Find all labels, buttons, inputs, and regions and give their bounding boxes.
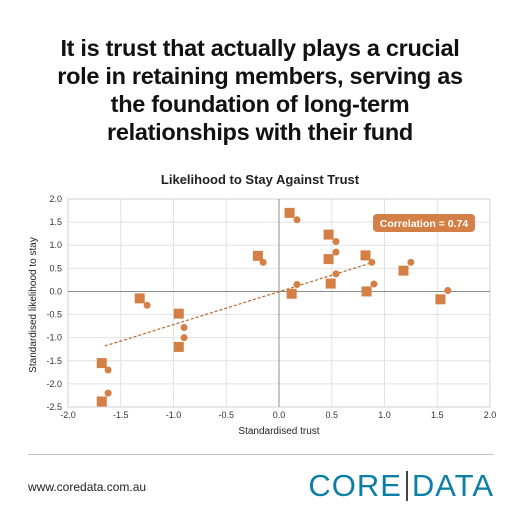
square-point: [361, 286, 372, 297]
brand-right: DATA: [411, 468, 494, 503]
circle-point: [444, 287, 452, 295]
square-point: [252, 250, 263, 261]
circle-point: [293, 281, 301, 289]
y-tick-label: 0.5: [49, 263, 62, 273]
trendline-layer: [104, 263, 369, 347]
square-point: [134, 293, 145, 304]
circle-point: [104, 389, 112, 397]
circle-point: [332, 270, 340, 278]
trendline: [104, 263, 369, 347]
circle-point: [332, 248, 340, 256]
annotation-layer: Correlation = 0.74: [373, 214, 475, 232]
circle-point: [368, 258, 376, 266]
x-tick-label: 0.5: [325, 410, 338, 420]
points-layer: [96, 207, 452, 407]
x-tick-label: -0.5: [218, 410, 234, 420]
x-tick-label: -2.0: [60, 410, 76, 420]
square-point: [286, 288, 297, 299]
headline-line-3: the foundation of long-term: [110, 91, 410, 117]
headline: It is trust that actually plays a crucia…: [10, 34, 510, 146]
footer-url[interactable]: www.coredata.com.au: [28, 480, 147, 494]
x-axis-label: Standardised trust: [238, 426, 319, 437]
y-tick-label: 0.0: [49, 286, 62, 296]
square-point: [173, 308, 184, 319]
y-tick-label: -2.0: [46, 379, 62, 389]
square-point: [96, 396, 107, 407]
circle-point: [293, 216, 301, 224]
circle-point: [259, 258, 267, 266]
square-point: [435, 294, 446, 305]
circle-point: [104, 366, 112, 374]
core-data-logo: CORE DATA: [308, 468, 494, 504]
square-point: [398, 265, 409, 276]
x-tick-label: 1.5: [431, 410, 444, 420]
y-tick-label: 2.0: [49, 194, 62, 204]
headline-line-4: relationships with their fund: [107, 119, 413, 145]
y-tick-label: -2.5: [46, 402, 62, 412]
tick-labels: -2.0 -1.5 -1.0 -0.5 0.0 0.5 1.0 1.5 2.0 2.0 1.5 1.0…: [46, 194, 496, 420]
square-point: [325, 278, 336, 289]
y-tick-label: 1.5: [49, 217, 62, 227]
circle-point: [180, 334, 188, 342]
y-tick-label: 1.0: [49, 240, 62, 250]
brand-left: CORE: [308, 468, 402, 503]
headline-line-1: It is trust that actually plays a crucia…: [60, 35, 460, 61]
headline-line-2: role in retaining members, serving as: [57, 63, 463, 89]
circle-point: [370, 280, 378, 288]
brand-separator: [405, 471, 408, 501]
y-axis-label: Standardised likelihood to stay: [28, 237, 39, 373]
square-point: [173, 341, 184, 352]
square-point: [323, 229, 334, 240]
circle-point: [407, 258, 415, 266]
circle-point: [143, 301, 151, 309]
x-tick-label: -1.5: [113, 410, 129, 420]
square-point: [96, 358, 107, 369]
chart-title: Likelihood to Stay Against Trust: [160, 172, 360, 187]
x-tick-label: 2.0: [484, 410, 497, 420]
square-point: [284, 207, 295, 218]
correlation-label: Correlation = 0.74: [380, 218, 469, 230]
y-tick-label: -1.5: [46, 356, 62, 366]
x-tick-label: 1.0: [378, 410, 391, 420]
x-tick-label: 0.0: [273, 410, 286, 420]
y-tick-label: -1.0: [46, 333, 62, 343]
square-point: [323, 254, 334, 265]
square-point: [360, 250, 371, 261]
circle-point: [180, 323, 188, 331]
y-tick-label: -0.5: [46, 310, 62, 320]
correlation-badge: [373, 214, 475, 232]
circle-point: [332, 238, 340, 246]
x-tick-label: -1.0: [166, 410, 182, 420]
footer-divider: [28, 454, 494, 455]
